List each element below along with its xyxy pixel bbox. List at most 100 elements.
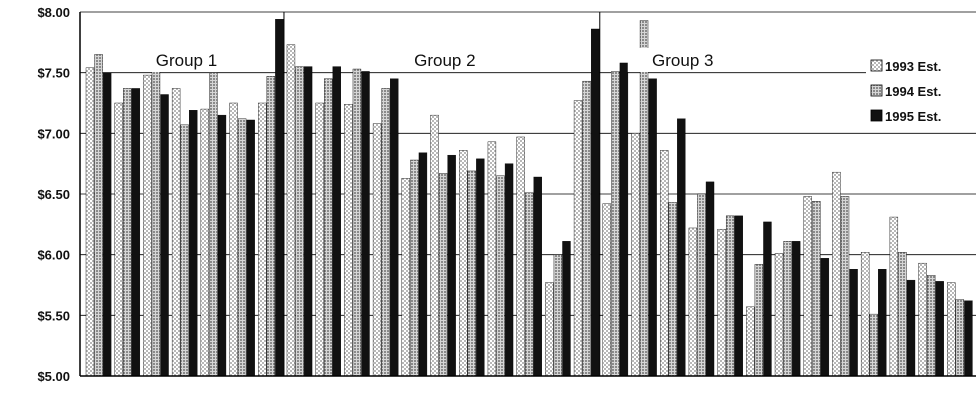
bar-1995-7 bbox=[303, 66, 313, 377]
bar-1995-10 bbox=[390, 78, 399, 377]
bar-1993-23 bbox=[746, 306, 755, 377]
bar-1993-0 bbox=[85, 67, 95, 377]
bar-1995-26 bbox=[849, 269, 858, 377]
bar-1995-29 bbox=[935, 281, 944, 377]
bar-1994-30 bbox=[955, 299, 965, 377]
bar-1994-22 bbox=[725, 215, 735, 377]
y-axis-ticks: $8.00 $7.50 $7.00 $6.50 $6.00 $5.50 $5.00 bbox=[37, 5, 70, 384]
legend-entry: 1993 Est. bbox=[885, 59, 941, 74]
bar-1994-11 bbox=[410, 159, 419, 377]
group-label-bg bbox=[131, 48, 242, 72]
bars bbox=[85, 19, 973, 377]
bar-1993-8 bbox=[315, 102, 324, 377]
bar-1995-19 bbox=[648, 78, 657, 377]
legend-entry: 1995 Est. bbox=[885, 109, 941, 124]
bar-1993-28 bbox=[889, 216, 899, 377]
bar-1995-25 bbox=[820, 258, 830, 377]
y-tick-label: $8.00 bbox=[37, 5, 70, 20]
bar-1993-9 bbox=[344, 104, 353, 377]
bar-1995-28 bbox=[906, 279, 916, 377]
legend: 1993 Est. 1994 Est. 1995 Est. bbox=[866, 50, 976, 130]
bar-1993-3 bbox=[171, 88, 181, 377]
bar-1993-5 bbox=[229, 102, 238, 377]
bar-1994-17 bbox=[582, 80, 591, 377]
bar-1994-12 bbox=[438, 173, 448, 377]
bar-1994-8 bbox=[324, 78, 333, 377]
bar-1994-14 bbox=[496, 175, 505, 377]
bar-1995-16 bbox=[562, 241, 571, 377]
group-dividers bbox=[283, 12, 601, 376]
bar-1994-23 bbox=[754, 264, 764, 377]
bar-1995-20 bbox=[677, 118, 686, 377]
bar-1995-15 bbox=[533, 176, 542, 377]
bar-1995-24 bbox=[791, 241, 801, 377]
bar-1994-29 bbox=[926, 275, 936, 377]
bar-1995-0 bbox=[102, 72, 112, 377]
bar-1993-2 bbox=[143, 74, 152, 377]
bar-1995-11 bbox=[418, 152, 428, 377]
bar-1995-17 bbox=[591, 28, 600, 377]
bar-1994-3 bbox=[180, 124, 189, 377]
bar-1995-1 bbox=[131, 88, 141, 377]
bar-1993-15 bbox=[516, 136, 525, 377]
bar-1993-24 bbox=[774, 253, 784, 377]
y-tick-label: $6.50 bbox=[37, 187, 70, 202]
bar-1993-27 bbox=[860, 252, 870, 377]
y-tick-label: $7.00 bbox=[37, 126, 70, 141]
bar-1995-30 bbox=[964, 300, 973, 377]
bar-1994-19 bbox=[639, 20, 649, 377]
bar-1994-5 bbox=[237, 118, 247, 377]
bar-1994-1 bbox=[123, 88, 132, 377]
bar-1995-2 bbox=[160, 94, 169, 377]
bar-1995-18 bbox=[619, 62, 629, 377]
y-tick-label: $5.50 bbox=[37, 308, 70, 323]
y-tick-label: $6.00 bbox=[37, 248, 70, 263]
bar-1994-4 bbox=[209, 72, 218, 377]
bar-1993-1 bbox=[114, 102, 123, 377]
bar-1993-11 bbox=[401, 178, 410, 377]
y-tick-label: $7.50 bbox=[37, 66, 70, 81]
bar-1993-26 bbox=[832, 171, 841, 377]
legend-box bbox=[866, 50, 976, 130]
bar-1993-17 bbox=[573, 100, 583, 377]
bar-1994-24 bbox=[783, 241, 792, 377]
bar-1993-22 bbox=[717, 228, 726, 377]
legend-swatch bbox=[870, 109, 883, 122]
bar-1994-0 bbox=[94, 54, 103, 377]
group-label-bg bbox=[389, 48, 500, 72]
bar-1993-20 bbox=[659, 150, 669, 377]
bar-1995-3 bbox=[189, 110, 198, 377]
bar-1993-12 bbox=[430, 114, 439, 377]
bar-1994-25 bbox=[812, 201, 821, 377]
bar-1995-4 bbox=[217, 114, 227, 377]
legend-swatch bbox=[870, 59, 883, 72]
group-label: Group 1 bbox=[156, 51, 217, 70]
bar-1995-14 bbox=[504, 163, 514, 377]
bar-1994-27 bbox=[869, 313, 878, 377]
bar-1995-9 bbox=[361, 71, 370, 377]
bar-1994-16 bbox=[553, 254, 563, 377]
bar-1995-27 bbox=[878, 269, 887, 377]
bar-1994-21 bbox=[697, 193, 706, 377]
bar-1993-7 bbox=[286, 44, 296, 377]
bar-1993-30 bbox=[947, 282, 956, 377]
bar-1994-10 bbox=[381, 88, 390, 377]
bar-1995-8 bbox=[332, 66, 341, 377]
bar-1993-6 bbox=[258, 102, 267, 377]
bar-1995-21 bbox=[705, 181, 715, 377]
bar-1993-25 bbox=[803, 196, 812, 377]
bar-1994-13 bbox=[467, 170, 476, 377]
bar-1995-5 bbox=[246, 119, 255, 377]
bar-1994-9 bbox=[352, 68, 362, 377]
bar-1994-15 bbox=[525, 192, 534, 377]
legend-swatch bbox=[870, 84, 883, 97]
bar-1994-6 bbox=[266, 76, 275, 377]
group-label-bg bbox=[627, 48, 738, 72]
bar-1993-14 bbox=[487, 141, 497, 377]
group-labels: Group 1 Group 2 Group 3 bbox=[131, 48, 738, 72]
bar-1995-13 bbox=[476, 158, 485, 377]
bar-1994-26 bbox=[840, 196, 850, 377]
bar-1993-13 bbox=[459, 150, 468, 377]
bar-1994-18 bbox=[611, 71, 620, 377]
